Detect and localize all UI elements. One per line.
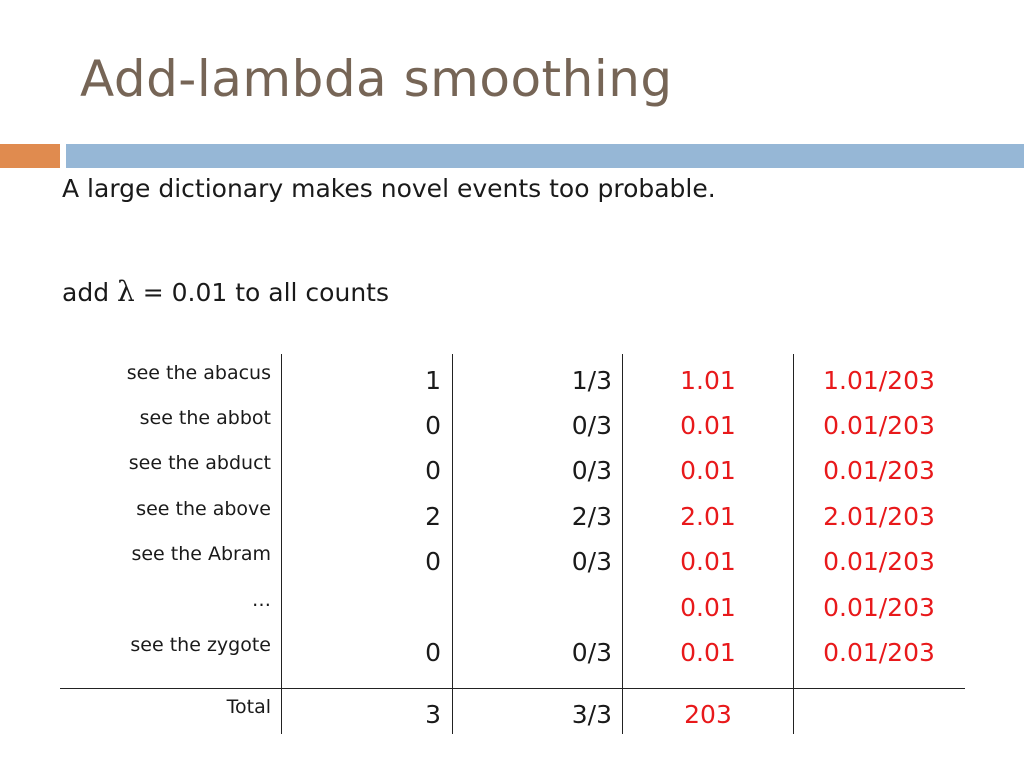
table-row: see the abduct 0 0/3 0.01 0.01/203 [0,452,1024,498]
accent-bar-orange [0,144,60,168]
probability-cell: 0/3 [571,638,612,667]
table-row: … 0.01 0.01/203 [0,589,1024,635]
total-row: Total 3 3/3 203 [0,696,1024,742]
count-cell: 0 [425,547,441,576]
smoothed-probability-cell: 2.01/203 [823,502,935,531]
smoothed-probability-cell: 0.01/203 [823,547,935,576]
probability-cell: 0/3 [571,411,612,440]
table-row: see the zygote 0 0/3 0.01 0.01/203 [0,634,1024,680]
smoothed-count-cell: 0.01 [680,547,736,576]
probability-cell: 0/3 [571,547,612,576]
slide-title: Add-lambda smoothing [80,50,673,108]
count-cell: 2 [425,502,441,531]
total-smoothed-count-cell: 203 [684,700,732,729]
total-label: Total [226,696,271,718]
count-cell: 1 [425,366,441,395]
smoothed-probability-cell: 0.01/203 [823,638,935,667]
count-cell: 0 [425,638,441,667]
total-divider [60,688,965,689]
column-divider [622,354,623,734]
event-cell: see the zygote [130,634,271,656]
smoothed-count-cell: 0.01 [680,593,736,622]
smoothed-count-cell: 0.01 [680,456,736,485]
smoothed-probability-cell: 0.01/203 [823,411,935,440]
smoothed-count-cell: 2.01 [680,502,736,531]
column-divider [793,354,794,734]
lambda-value: = 0.01 [134,278,228,307]
table-row: see the abbot 0 0/3 0.01 0.01/203 [0,407,1024,453]
event-cell: … [252,589,271,611]
smoothed-count-cell: 0.01 [680,638,736,667]
count-cell: 0 [425,411,441,440]
probability-cell: 1/3 [571,366,612,395]
table-row: see the above 2 2/3 2.01 2.01/203 [0,498,1024,544]
statement-text: A large dictionary makes novel events to… [62,174,716,203]
probability-cell: 2/3 [571,502,612,531]
smoothed-probability-cell: 0.01/203 [823,593,935,622]
event-cell: see the Abram [131,543,271,565]
smoothed-count-cell: 1.01 [680,366,736,395]
total-count-cell: 3 [425,700,441,729]
table-row: see the abacus 1 1/3 1.01 1.01/203 [0,362,1024,408]
event-cell: see the abbot [139,407,271,429]
event-cell: see the abduct [128,452,271,474]
smoothed-probability-cell: 1.01/203 [823,366,935,395]
total-probability-cell: 3/3 [571,700,612,729]
smoothed-count-cell: 0.01 [680,411,736,440]
to-all-counts-text: to all counts [227,278,389,307]
lambda-symbol: λ [117,275,135,308]
event-cell: see the abacus [126,362,271,384]
smoothed-probability-cell: 0.01/203 [823,456,935,485]
count-cell: 0 [425,456,441,485]
column-divider [452,354,453,734]
table-row: see the Abram 0 0/3 0.01 0.01/203 [0,543,1024,589]
column-divider [281,354,282,734]
lambda-statement: add λ = 0.01 to all counts [62,275,389,308]
event-cell: see the above [136,498,271,520]
add-word: add [62,278,118,307]
accent-bar-blue [66,144,1024,168]
probability-cell: 0/3 [571,456,612,485]
